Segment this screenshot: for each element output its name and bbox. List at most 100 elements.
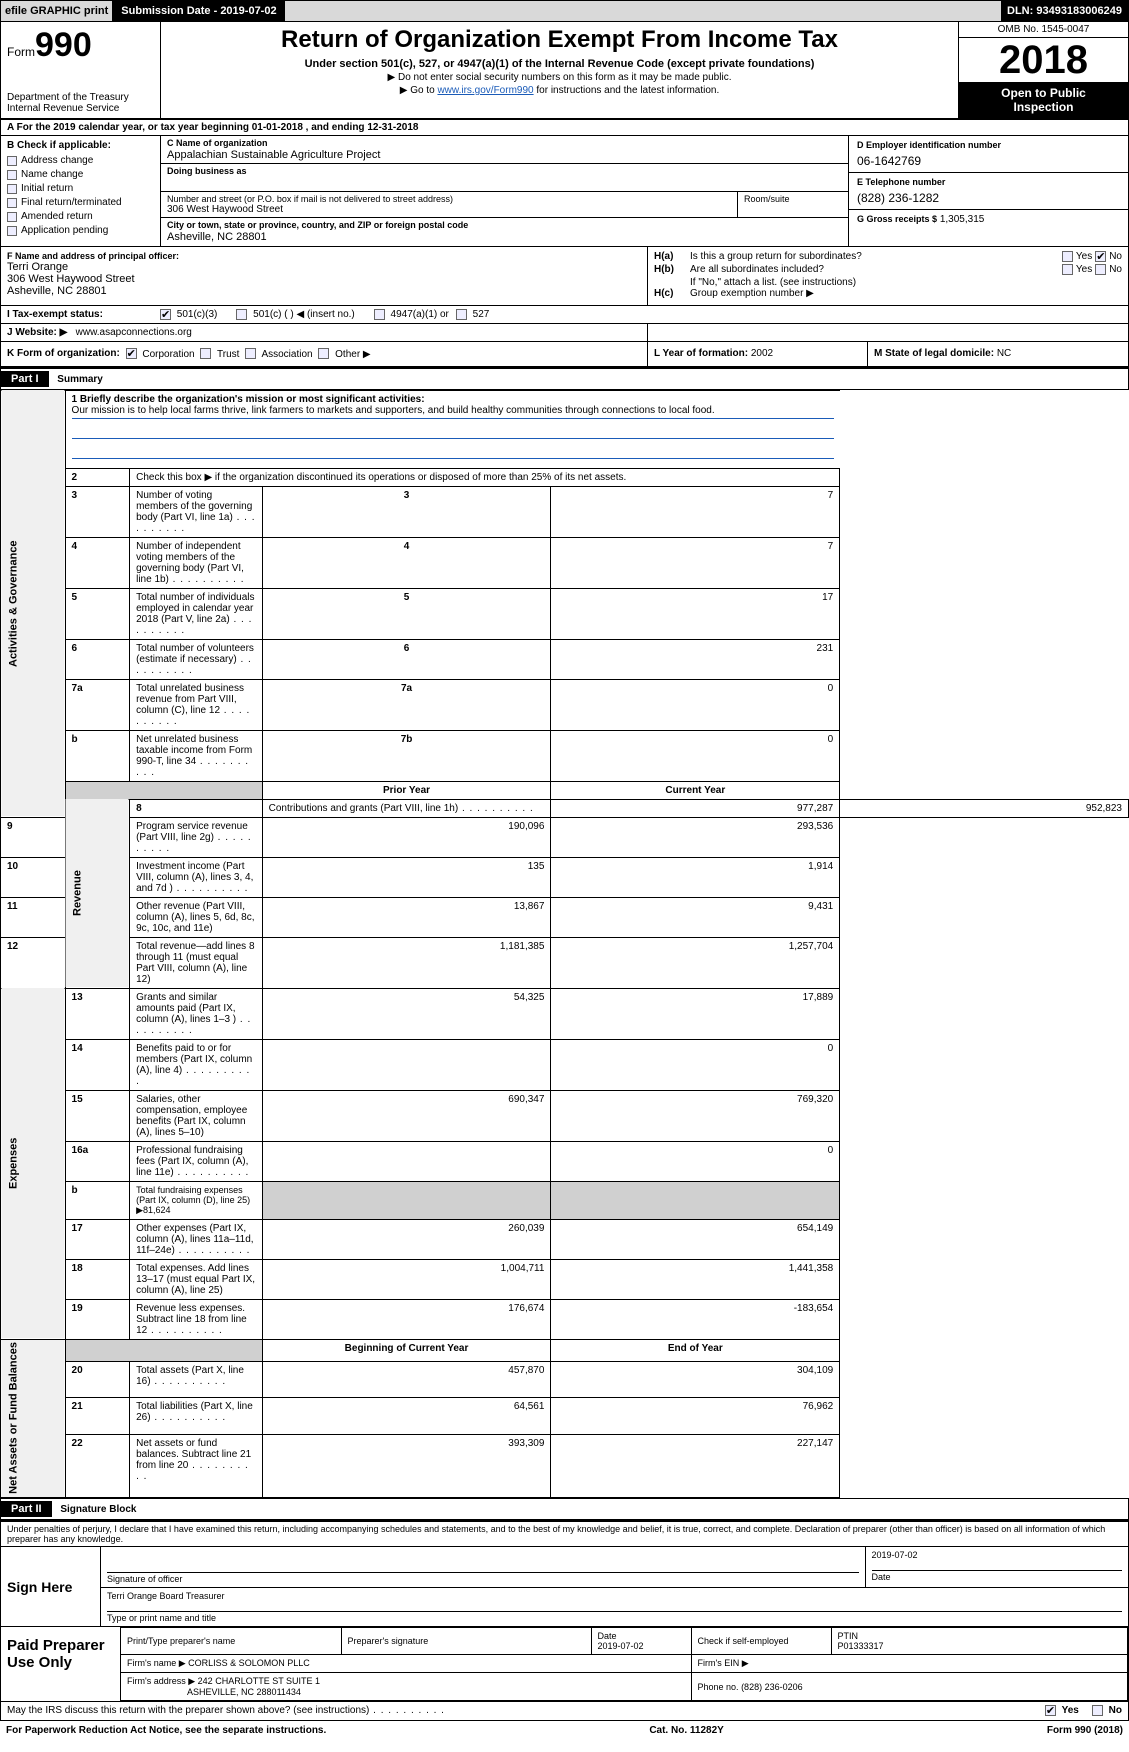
hc-text: Group exemption number ▶ [690,288,814,299]
sign-here-label: Sign Here [1,1547,101,1626]
chk-name-change[interactable]: Name change [7,169,154,180]
city-label: City or town, state or province, country… [167,220,842,230]
ein-label: D Employer identification number [857,140,1120,150]
paperwork-notice: For Paperwork Reduction Act Notice, see … [6,1725,326,1736]
form-header: Form990 Department of the Treasury Inter… [0,22,1129,120]
street-label: Number and street (or P.O. box if mail i… [167,194,731,204]
firm-phone: (828) 236-0206 [741,1682,803,1692]
officer-name: Terri Orange [7,261,641,273]
org-info-block: B Check if applicable: Address change Na… [0,136,1129,247]
org-name: Appalachian Sustainable Agriculture Proj… [167,149,842,161]
chk-address-change[interactable]: Address change [7,155,154,166]
tax-year: 2018 [959,38,1128,82]
efile-badge: efile GRAPHIC print [1,1,113,21]
website-label: J Website: ▶ [7,327,67,338]
form-number: Form990 [7,26,154,65]
chk-501c3[interactable]: 501(c)(3) [157,309,217,320]
tax-exempt-row: I Tax-exempt status: 501(c)(3) 501(c) ( … [0,306,1129,324]
footer-line: For Paperwork Reduction Act Notice, see … [0,1721,1129,1740]
firm-addr2: ASHEVILLE, NC 288011434 [187,1687,301,1697]
ha-yes[interactable]: Yes [1059,251,1092,262]
website-url: www.asapconnections.org [76,327,192,338]
form990-link[interactable]: www.irs.gov/Form990 [437,85,533,96]
block-b-title: B Check if applicable: [7,140,154,151]
ha-no[interactable]: No [1092,251,1122,262]
chk-other[interactable]: Other ▶ [315,349,370,360]
discuss-row: May the IRS discuss this return with the… [0,1702,1129,1720]
sign-here-block: Sign Here Signature of officer 2019-07-0… [0,1547,1129,1627]
chk-corp[interactable]: Corporation [123,349,195,360]
section-expenses: Expenses [1,988,66,1339]
chk-assoc[interactable]: Association [242,349,312,360]
cat-no: Cat. No. 11282Y [649,1725,723,1736]
hb-no[interactable]: No [1092,264,1122,275]
hb-text: Are all subordinates included? [690,264,1059,275]
row-i-label: I Tax-exempt status: [7,309,157,320]
hb-label: H(b) [654,264,690,275]
form-title: Return of Organization Exempt From Incom… [169,26,950,54]
dba-label: Doing business as [167,166,842,176]
directive-ssn: ▶ Do not enter social security numbers o… [169,72,950,83]
chk-trust[interactable]: Trust [197,349,239,360]
formation-row: K Form of organization: Corporation Trus… [0,342,1129,366]
prep-date: 2019-07-02 [598,1641,644,1651]
line2-desc: Check this box ▶ if the organization dis… [130,468,840,486]
firm-addr1: 242 CHARLOTTE ST SUITE 1 [198,1676,320,1686]
sign-date-label: Date [872,1570,1123,1582]
mission-text: Our mission is to help local farms thriv… [72,405,834,419]
jurat-text: Under penalties of perjury, I declare th… [0,1520,1129,1547]
part2-title: Signature Block [60,1504,136,1515]
gross-receipts: 1,305,315 [940,214,985,225]
officer-group-row: F Name and address of principal officer:… [0,247,1129,306]
mission-label: 1 Briefly describe the organization's mi… [72,394,425,405]
ha-label: H(a) [654,251,690,262]
domicile: NC [997,348,1011,359]
form-org-label: K Form of organization: [7,349,120,360]
part-2: Part II Signature Block [0,1498,1129,1520]
inspection-badge: Open to PublicInspection [959,82,1128,118]
officer-addr1: 306 West Haywood Street [7,273,641,285]
name-title-label: Type or print name and title [107,1611,1122,1623]
directive-url: ▶ Go to www.irs.gov/Form990 for instruct… [169,85,950,96]
form-subtitle: Under section 501(c), 527, or 4947(a)(1)… [169,58,950,70]
hb-attach: If "No," attach a list. (see instruction… [690,277,1122,288]
discuss-text: May the IRS discuss this return with the… [7,1705,1042,1716]
prep-selfemp[interactable]: Check if self-employed [691,1628,831,1655]
section-net: Net Assets or Fund Balances [1,1339,66,1498]
prep-sig-label: Preparer's signature [341,1628,591,1655]
chk-initial-return[interactable]: Initial return [7,183,154,194]
dept-label: Department of the Treasury [7,92,154,103]
phone-label: E Telephone number [857,177,1120,187]
year-formation-label: L Year of formation: [654,348,748,359]
chk-pending[interactable]: Application pending [7,225,154,236]
officer-name-title: Terri Orange Board Treasurer [107,1591,1122,1601]
chk-527[interactable]: 527 [453,309,489,320]
preparer-label: Paid Preparer Use Only [1,1627,121,1701]
part1-title: Summary [57,374,103,385]
hc-label: H(c) [654,288,690,299]
section-a-tax-year: A For the 2019 calendar year, or tax yea… [0,120,1129,136]
chk-final-return[interactable]: Final return/terminated [7,197,154,208]
firm-name: CORLISS & SOLOMON PLLC [188,1658,310,1668]
sign-date: 2019-07-02 [872,1550,1123,1560]
discuss-no[interactable]: No [1089,1705,1122,1716]
chk-4947[interactable]: 4947(a)(1) or [371,309,449,320]
year-formation: 2002 [751,348,773,359]
chk-amended[interactable]: Amended return [7,211,154,222]
prep-name-label: Print/Type preparer's name [121,1628,341,1655]
street: 306 West Haywood Street [167,204,731,215]
part-1: Part I Summary [0,367,1129,390]
gross-label: G Gross receipts $ [857,214,937,224]
prep-ptin: P01333317 [838,1641,884,1651]
city: Asheville, NC 28801 [167,231,842,243]
chk-501c[interactable]: 501(c) ( ) ◀ (insert no.) [233,309,354,320]
officer-addr2: Asheville, NC 28801 [7,285,641,297]
omb-number: OMB No. 1545-0047 [959,22,1128,38]
discuss-yes[interactable]: Yes [1042,1705,1079,1716]
domicile-label: M State of legal domicile: [874,348,994,359]
hb-yes[interactable]: Yes [1059,264,1092,275]
irs-label: Internal Revenue Service [7,103,154,114]
part1-tag: Part I [1,371,49,387]
form-ref: Form 990 (2018) [1047,1725,1123,1736]
ha-text: Is this a group return for subordinates? [690,251,1059,262]
